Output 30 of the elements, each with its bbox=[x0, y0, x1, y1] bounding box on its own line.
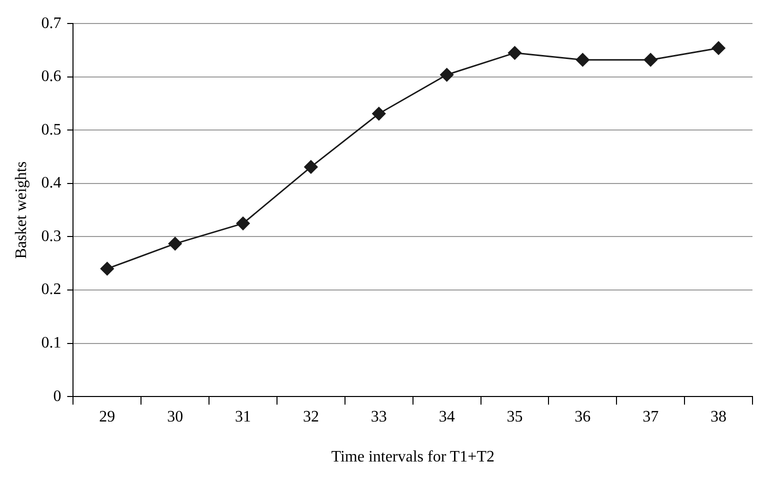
x-tick-label: 32 bbox=[302, 408, 319, 426]
x-axis-title: Time intervals for T1+T2 bbox=[331, 448, 494, 466]
y-tick-label: 0.5 bbox=[41, 121, 62, 138]
x-tick-label: 34 bbox=[438, 408, 455, 426]
y-tick-label: 0 bbox=[53, 388, 62, 405]
x-tick-label: 33 bbox=[370, 408, 387, 426]
y-tick-label: 0.2 bbox=[41, 281, 62, 298]
y-axis-title: Basket weights bbox=[12, 161, 30, 259]
point bbox=[440, 68, 454, 82]
x-tick-label: 37 bbox=[642, 408, 659, 426]
point bbox=[304, 160, 318, 174]
x-tick-label: 35 bbox=[506, 408, 523, 426]
x-tick-label: 29 bbox=[99, 408, 116, 426]
y-tick-label: 0.4 bbox=[41, 174, 62, 192]
point bbox=[168, 236, 182, 250]
point bbox=[576, 53, 590, 67]
x-tick-label: 30 bbox=[167, 408, 184, 426]
y-tick-label: 0.7 bbox=[41, 14, 62, 32]
x-tick-label: 31 bbox=[235, 408, 252, 426]
point bbox=[712, 41, 726, 55]
x-tick-label: 36 bbox=[574, 408, 591, 426]
point bbox=[508, 46, 522, 60]
point bbox=[644, 53, 658, 67]
x-tick-label: 38 bbox=[710, 408, 727, 426]
point bbox=[372, 106, 386, 120]
point bbox=[236, 216, 250, 230]
y-tick-label: 0.3 bbox=[41, 228, 62, 245]
y-tick-label: 0.6 bbox=[41, 68, 62, 86]
point bbox=[100, 262, 114, 276]
y-tick-label: 0.1 bbox=[41, 334, 62, 352]
